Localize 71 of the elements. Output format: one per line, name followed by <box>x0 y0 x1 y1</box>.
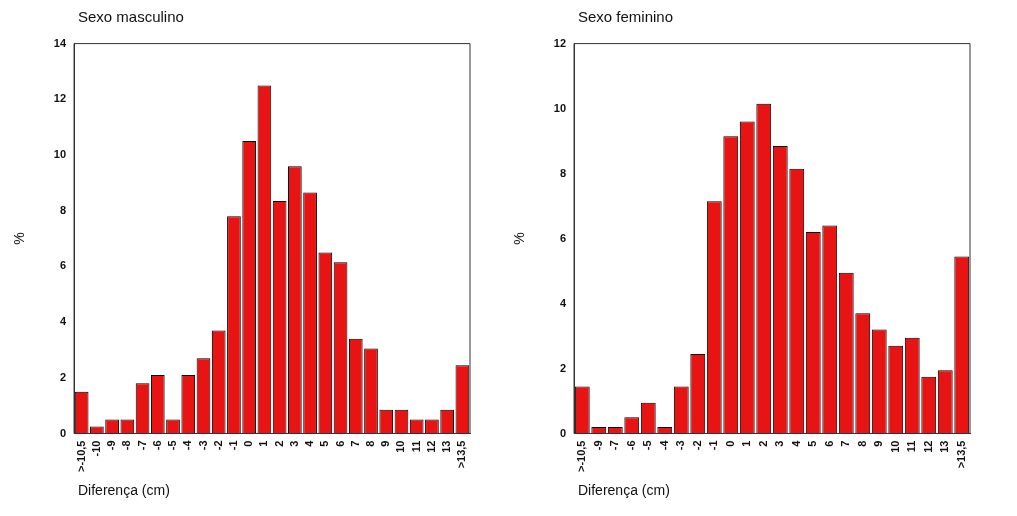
x-tick-label: 9 <box>379 440 392 447</box>
x-tick-label: 9 <box>872 440 885 447</box>
y-tick-label: 10 <box>553 101 567 114</box>
x-tick-label: 13 <box>440 440 453 453</box>
x-tick-label: -7 <box>135 440 148 451</box>
x-tick-label: 0 <box>723 440 736 447</box>
y-tick-label: 8 <box>559 166 567 179</box>
x-tick-label: 12 <box>921 440 934 453</box>
x-tick-label: >-10,5 <box>74 440 87 472</box>
x-tick-label: -5 <box>641 440 654 451</box>
x-tick-label: -4 <box>181 439 194 451</box>
x-tick-label: 10 <box>394 440 407 453</box>
x-tick-label: -8 <box>120 440 133 451</box>
x-tick-label: -6 <box>150 440 163 451</box>
x-tick-label: 1 <box>257 440 270 447</box>
x-tick-label: 11 <box>409 440 422 453</box>
x-tick-label: -9 <box>591 440 604 451</box>
x-tick-label: 0 <box>242 440 255 447</box>
x-tick-label: 4 <box>303 439 316 447</box>
x-tick-label: >13,5 <box>455 440 468 469</box>
y-tick-label: 8 <box>59 203 67 216</box>
x-tick-label: 5 <box>806 440 819 447</box>
y-tick-label: 4 <box>559 296 567 309</box>
y-tick-label: 12 <box>553 36 567 49</box>
y-tick-label: 12 <box>53 92 67 105</box>
x-tick-label: 7 <box>839 440 852 447</box>
y-tick-label: 14 <box>53 36 67 49</box>
x-tick-label: 2 <box>272 440 285 447</box>
y-tick-label: 0 <box>59 426 67 439</box>
x-tick-label: -1 <box>707 440 720 451</box>
y-tick-label: 4 <box>59 315 67 328</box>
x-tick-label: 1 <box>740 440 753 447</box>
x-tick-label: 4 <box>789 439 802 447</box>
x-tick-label: -3 <box>196 440 209 451</box>
chart-title: Sexo feminino <box>578 8 674 25</box>
y-tick-label: 6 <box>559 231 567 244</box>
x-tick-label: -4 <box>657 439 670 451</box>
y-axis-title: % <box>511 232 528 245</box>
x-tick-label: 12 <box>424 440 437 453</box>
x-tick-label: 5 <box>318 440 331 447</box>
y-tick-label: 2 <box>559 361 567 374</box>
x-axis-title: Diferença (cm) <box>78 482 170 498</box>
chart-title: Sexo masculino <box>78 8 184 25</box>
x-tick-label: 8 <box>855 440 868 447</box>
x-tick-label: 10 <box>888 440 901 453</box>
x-tick-label: >13,5 <box>954 440 967 469</box>
x-tick-label: 6 <box>333 440 346 447</box>
y-tick-label: 2 <box>59 370 67 383</box>
x-tick-label: >-10,5 <box>575 440 588 472</box>
x-tick-label: -1 <box>226 440 239 451</box>
x-tick-label: -9 <box>105 440 118 451</box>
x-tick-label: 8 <box>364 440 377 447</box>
x-tick-label: -2 <box>690 440 703 451</box>
y-tick-label: 6 <box>59 259 67 272</box>
x-tick-label: 13 <box>938 440 951 453</box>
x-tick-label: -5 <box>166 440 179 451</box>
x-tick-label: 3 <box>287 440 300 447</box>
x-tick-label: 11 <box>905 440 918 453</box>
x-tick-label: -10 <box>89 440 102 457</box>
y-tick-label: 0 <box>559 426 567 439</box>
x-axis-title: Diferença (cm) <box>578 482 670 498</box>
x-tick-label: -7 <box>608 440 621 451</box>
x-tick-label: -3 <box>674 440 687 451</box>
y-tick-label: 10 <box>53 148 67 161</box>
y-axis-title: % <box>11 232 28 245</box>
x-tick-label: 2 <box>756 440 769 447</box>
x-tick-label: 6 <box>822 440 835 447</box>
x-tick-label: 7 <box>348 440 361 447</box>
x-tick-label: -2 <box>211 440 224 451</box>
x-tick-label: -6 <box>624 440 637 451</box>
x-tick-label: 3 <box>773 440 786 447</box>
